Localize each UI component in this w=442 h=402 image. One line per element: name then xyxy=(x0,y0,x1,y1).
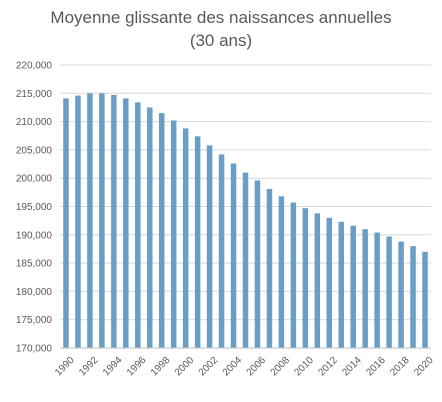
x-tick-label: 2002 xyxy=(197,355,221,379)
bar-1999 xyxy=(170,120,177,348)
bar-2008 xyxy=(278,196,285,348)
x-tick-label: 1990 xyxy=(53,355,77,379)
bar-1995 xyxy=(123,98,129,348)
chart-title-line-1: Moyenne glissante des naissances annuell… xyxy=(50,8,391,27)
bar-1992 xyxy=(87,93,93,348)
y-axis-tick-labels: 170,000 175,000 180,000 185,000 190,000 195,0… xyxy=(16,61,53,355)
bar-2014 xyxy=(350,225,356,348)
y-tick-label: 200,000 xyxy=(16,174,53,185)
x-tick-label: 1994 xyxy=(101,355,125,379)
bar-1998 xyxy=(158,113,165,348)
bar-2000 xyxy=(182,128,189,348)
bar-2009 xyxy=(290,202,297,348)
bar-2017 xyxy=(386,236,392,348)
bar-2018 xyxy=(398,241,404,348)
x-tick-label: 2010 xyxy=(292,355,316,379)
y-tick-label: 205,000 xyxy=(16,145,53,156)
x-tick-label: 1996 xyxy=(125,355,149,379)
bar-2015 xyxy=(362,229,368,348)
x-tick-label: 1998 xyxy=(149,355,173,379)
bar-2006 xyxy=(254,180,261,348)
bar-1993 xyxy=(99,93,105,348)
bar-2004 xyxy=(230,163,237,348)
bar-2019 xyxy=(410,246,416,348)
y-tick-label: 180,000 xyxy=(16,287,53,298)
bar-1990 xyxy=(63,98,69,348)
y-tick-label: 190,000 xyxy=(16,230,53,241)
bar-1996 xyxy=(135,102,141,348)
x-tick-label: 2012 xyxy=(316,355,340,379)
y-tick-label: 215,000 xyxy=(16,89,53,100)
bar-2003 xyxy=(218,154,225,348)
x-tick-label: 2016 xyxy=(364,355,388,379)
bar-2002 xyxy=(206,145,213,348)
x-axis-tick-labels: 1990 1992 1994 1996 1998 2000 2002 2004 2006 2008… xyxy=(53,355,436,379)
y-tick-label: 220,000 xyxy=(16,61,53,72)
bar-2005 xyxy=(242,172,249,348)
bar-2016 xyxy=(374,232,380,348)
bars xyxy=(63,93,428,349)
y-tick-label: 210,000 xyxy=(16,117,53,128)
bar-2007 xyxy=(266,188,273,348)
bar-2010 xyxy=(302,208,309,348)
x-tick-label: 2018 xyxy=(388,355,412,379)
bar-2012 xyxy=(326,217,333,348)
bar-2011 xyxy=(314,213,321,348)
bar-1997 xyxy=(147,107,153,348)
x-tick-label: 2014 xyxy=(340,355,364,379)
bar-2001 xyxy=(194,136,201,348)
y-tick-label: 195,000 xyxy=(16,202,53,213)
y-tick-label: 185,000 xyxy=(16,259,53,270)
bar-2020 xyxy=(422,251,428,348)
y-tick-label: 175,000 xyxy=(16,315,53,326)
y-tick-label: 170,000 xyxy=(16,344,53,355)
x-tick-label: 2000 xyxy=(173,355,197,379)
x-tick-label: 2008 xyxy=(269,355,293,379)
x-tick-label: 2006 xyxy=(245,355,269,379)
x-tick-label: 2004 xyxy=(221,355,245,379)
x-tick-label: 2020 xyxy=(412,355,436,379)
bar-2013 xyxy=(338,221,344,348)
bar-1994 xyxy=(111,94,117,348)
x-tick-label: 1992 xyxy=(77,355,101,379)
chart-title-line-2: (30 ans) xyxy=(190,31,252,50)
bar-1991 xyxy=(75,95,81,349)
